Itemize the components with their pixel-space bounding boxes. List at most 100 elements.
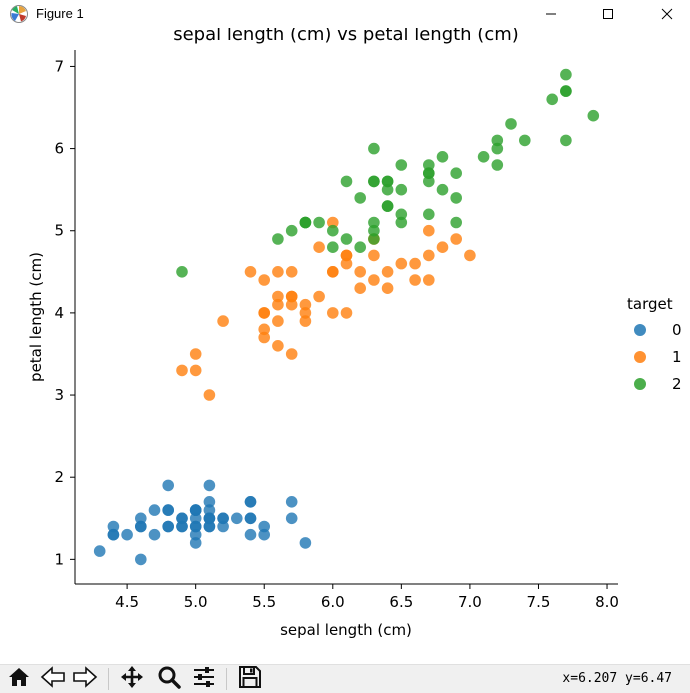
maximize-button[interactable]: [585, 0, 631, 28]
y-tick-label: 2: [54, 468, 64, 486]
scatter-point-1: [272, 266, 284, 278]
scatter-point-1: [368, 274, 380, 286]
scatter-point-2: [423, 175, 435, 188]
scatter-point-0: [203, 512, 216, 525]
scatter-point-0: [162, 479, 174, 492]
scatter-point-2: [491, 134, 504, 147]
scatter-point-0: [176, 520, 188, 533]
scatter-point-1: [299, 298, 312, 311]
scatter-point-0: [93, 545, 106, 557]
scatter-point-2: [560, 85, 572, 97]
scatter-point-0: [176, 512, 188, 525]
scatter-point-2: [368, 175, 380, 188]
x-ticks: 4.5 5.0 5.5 6.0 6.5 7.0 7.5 8.0: [115, 584, 619, 611]
configure-subplots-icon: [192, 665, 216, 693]
legend-marker-2: [634, 378, 646, 390]
scatter-point-1: [272, 290, 284, 303]
save-button[interactable]: [235, 666, 265, 692]
scatter-point-0: [244, 496, 257, 508]
scatter-point-0: [203, 496, 216, 508]
scatter-point-1: [409, 257, 421, 270]
scatter-point-2: [368, 224, 380, 237]
toolbar-separator: [108, 668, 109, 690]
scatter-point-2: [299, 216, 312, 229]
zoom-magnifier-icon: [157, 665, 181, 693]
scatter-point-1: [381, 266, 394, 278]
scatter-point-1: [189, 348, 202, 360]
legend-label-2: 2: [672, 375, 682, 393]
scatter-point-2: [368, 216, 380, 229]
window-titlebar: Figure 1: [0, 0, 690, 28]
scatter-point-1: [176, 364, 188, 377]
scatter-point-2: [285, 224, 298, 237]
x-tick-label: 6.5: [389, 593, 413, 611]
minimize-button[interactable]: [528, 0, 574, 28]
scatter-point-1: [464, 249, 476, 262]
scatter-point-0: [121, 528, 133, 541]
scatter-point-2: [560, 134, 572, 147]
scatter-point-1: [313, 290, 325, 303]
scatter-point-2: [354, 241, 367, 253]
home-button[interactable]: [4, 666, 34, 692]
scatter-point-0: [135, 520, 147, 533]
scatter-point-2: [395, 159, 408, 171]
close-icon: [661, 8, 673, 20]
y-ticks: 1 2 3 4 5 6 7: [54, 57, 75, 568]
scatter-point-1: [423, 274, 435, 286]
scatter-point-2: [381, 183, 394, 196]
scatter-point-0: [203, 504, 216, 516]
scatter-point-1: [244, 266, 257, 278]
scatter-point-2: [546, 93, 558, 106]
pan-button[interactable]: [117, 666, 147, 692]
scatter-point-1: [409, 274, 421, 286]
scatter-point-0: [244, 528, 257, 541]
configure-subplots-button[interactable]: [189, 666, 219, 692]
scatter-point-0: [231, 512, 243, 525]
scatter-point-1: [340, 307, 353, 319]
x-tick-label: 5.0: [184, 593, 208, 611]
scatter-point-0: [135, 512, 147, 525]
x-tick-label: 7.0: [458, 593, 482, 611]
scatter-point-2: [354, 192, 367, 204]
back-arrow-icon: [40, 666, 66, 692]
scatter-point-0: [285, 512, 298, 525]
scatter-point-0: [162, 520, 174, 533]
scatter-point-1: [258, 323, 271, 336]
toolbar-separator: [226, 668, 227, 690]
scatter-point-2: [313, 216, 325, 229]
scatter-point-1: [258, 307, 271, 319]
x-tick-label: 5.5: [252, 593, 276, 611]
scatter-point-0: [244, 512, 257, 525]
scatter-point-1: [285, 266, 298, 278]
scatter-point-2: [368, 142, 380, 155]
scatter-point-2: [587, 109, 600, 122]
scatter-point-1: [272, 298, 284, 311]
y-tick-label: 4: [54, 304, 64, 322]
scatter-point-2: [176, 266, 188, 278]
scatter-point-0: [189, 520, 202, 533]
scatter-point-2: [560, 68, 572, 81]
scatter-point-0: [148, 528, 161, 541]
scatter-point-1: [450, 233, 463, 245]
scatter-point-2: [423, 167, 435, 179]
legend: target 0 1 2: [627, 295, 682, 393]
figure-canvas[interactable]: sepal length (cm) vs petal length (cm) 4…: [0, 28, 690, 664]
scatter-point-1: [340, 249, 353, 262]
close-button[interactable]: [644, 0, 690, 28]
scatter-point-0: [107, 528, 120, 541]
forward-button[interactable]: [70, 666, 100, 692]
scatter-point-2: [368, 233, 380, 245]
scatter-point-1: [285, 298, 298, 311]
zoom-button[interactable]: [154, 666, 184, 692]
legend-marker-0: [634, 324, 646, 336]
scatter-point-0: [189, 537, 202, 549]
minimize-icon: [545, 8, 557, 20]
scatter-point-1: [381, 282, 394, 294]
scatter-point-1: [285, 348, 298, 360]
scatter-point-2: [450, 192, 463, 204]
scatter-point-0: [135, 553, 147, 566]
x-tick-label: 6.0: [321, 593, 345, 611]
scatter-chart: sepal length (cm) vs petal length (cm) 4…: [27, 28, 682, 639]
back-button[interactable]: [38, 666, 68, 692]
scatter-point-1: [299, 315, 312, 327]
